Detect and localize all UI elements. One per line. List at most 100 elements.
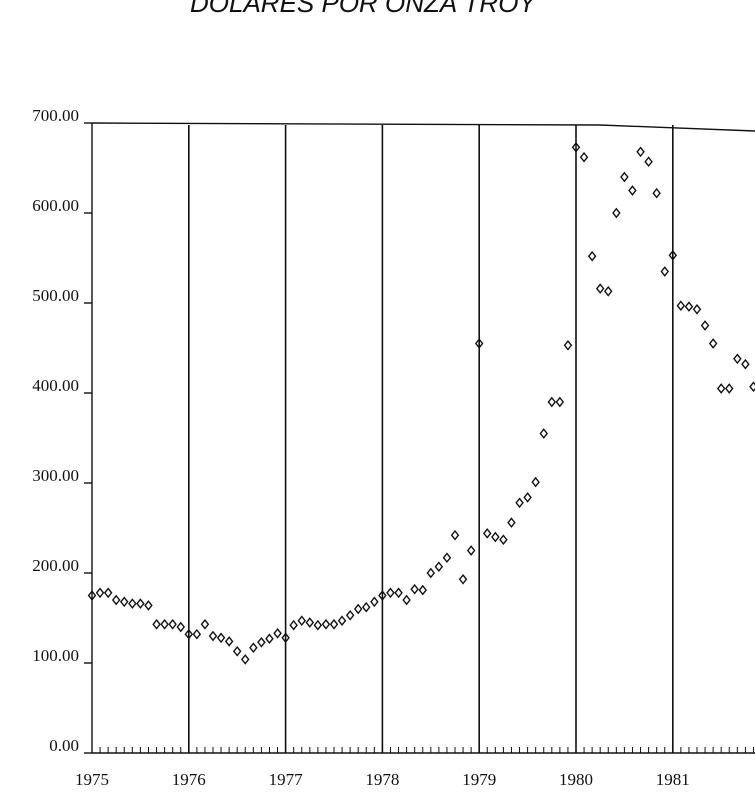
x-tick-label: 1978 xyxy=(365,770,399,789)
top-border-line xyxy=(91,122,755,132)
data-point xyxy=(111,594,121,606)
data-point xyxy=(684,301,694,312)
data-point xyxy=(208,630,218,642)
data-point xyxy=(700,320,710,331)
data-point xyxy=(386,587,395,599)
data-point xyxy=(652,187,661,199)
data-point xyxy=(144,600,153,611)
data-point xyxy=(128,598,137,609)
data-point xyxy=(378,590,387,601)
data-point xyxy=(297,615,307,627)
data-point xyxy=(603,285,613,297)
data-point xyxy=(232,645,242,657)
data-point xyxy=(442,552,452,564)
data-point xyxy=(692,303,702,315)
data-point xyxy=(482,528,492,539)
data-point xyxy=(523,492,532,503)
data-point xyxy=(370,596,379,608)
data-point xyxy=(579,151,589,163)
data-point xyxy=(491,531,500,543)
data-point xyxy=(257,636,266,648)
data-point xyxy=(87,590,97,601)
x-tick-label: 1975 xyxy=(75,770,109,789)
y-tick-label: 100.00 xyxy=(32,646,79,665)
data-point xyxy=(563,339,573,351)
data-point xyxy=(660,266,670,277)
data-point xyxy=(418,584,428,596)
data-point xyxy=(273,627,282,639)
data-point xyxy=(644,156,653,168)
data-point xyxy=(402,594,411,606)
x-tick-label: 1980 xyxy=(559,770,593,789)
data-point xyxy=(337,615,347,627)
data-point xyxy=(499,534,508,546)
x-tick-label: 1979 xyxy=(462,770,496,789)
data-point xyxy=(595,283,605,294)
data-point xyxy=(716,383,726,394)
data-point xyxy=(136,598,145,609)
y-tick-label: 600.00 xyxy=(32,196,79,215)
data-point xyxy=(152,618,161,630)
data-point xyxy=(176,621,186,633)
data-point xyxy=(620,171,629,183)
data-point xyxy=(636,146,645,158)
data-point xyxy=(741,358,750,370)
data-point xyxy=(426,567,436,579)
data-point xyxy=(353,603,363,615)
data-point xyxy=(361,601,371,613)
data-point xyxy=(200,618,210,630)
x-tick-label: 1981 xyxy=(656,770,690,789)
data-point xyxy=(612,207,621,219)
data-point xyxy=(329,618,339,630)
data-point xyxy=(313,619,323,631)
data-point xyxy=(289,619,298,631)
data-point xyxy=(184,628,194,640)
y-tick-label: 200.00 xyxy=(32,556,79,575)
data-point xyxy=(507,517,516,528)
data-point xyxy=(539,428,549,439)
data-point xyxy=(749,381,755,393)
chart-title: DOLARES POR ONZA TROY xyxy=(190,0,537,18)
data-point xyxy=(305,617,315,628)
data-point xyxy=(555,396,565,408)
data-points xyxy=(87,141,755,665)
x-tick-label: 1977 xyxy=(269,770,304,789)
y-tick-label: 300.00 xyxy=(32,466,79,485)
x-tick-labels: 1975 1976 1977 1978 1979 1980 1981 xyxy=(75,770,690,789)
data-point xyxy=(708,338,718,349)
data-point xyxy=(95,587,105,599)
y-tick-label: 400.00 xyxy=(32,376,79,395)
data-point xyxy=(168,618,177,630)
data-point xyxy=(224,636,234,647)
y-tick-label: 0.00 xyxy=(49,736,79,755)
y-tick-label: 700.00 xyxy=(32,106,79,125)
data-point xyxy=(119,596,129,608)
data-point xyxy=(434,561,444,573)
data-point xyxy=(458,573,468,585)
data-point xyxy=(628,185,637,196)
data-point xyxy=(160,618,169,630)
data-point xyxy=(394,587,403,599)
x-minor-ticks xyxy=(91,747,754,753)
data-point xyxy=(724,383,734,394)
data-point xyxy=(515,497,524,509)
data-point xyxy=(450,529,460,541)
data-point xyxy=(281,632,290,644)
year-gridlines xyxy=(188,125,674,753)
data-point xyxy=(531,476,540,488)
data-point xyxy=(474,338,484,349)
data-point xyxy=(192,628,202,640)
x-tick-label: 1976 xyxy=(172,770,206,789)
data-point xyxy=(571,141,581,153)
data-point xyxy=(321,618,331,630)
data-point xyxy=(466,545,476,556)
data-point xyxy=(676,300,686,312)
data-point xyxy=(249,642,258,654)
y-tick-label: 500.00 xyxy=(32,286,79,305)
data-point xyxy=(547,396,557,408)
data-point xyxy=(587,250,597,262)
chart-axes xyxy=(91,122,755,754)
data-point xyxy=(668,249,678,261)
data-point xyxy=(733,353,742,365)
